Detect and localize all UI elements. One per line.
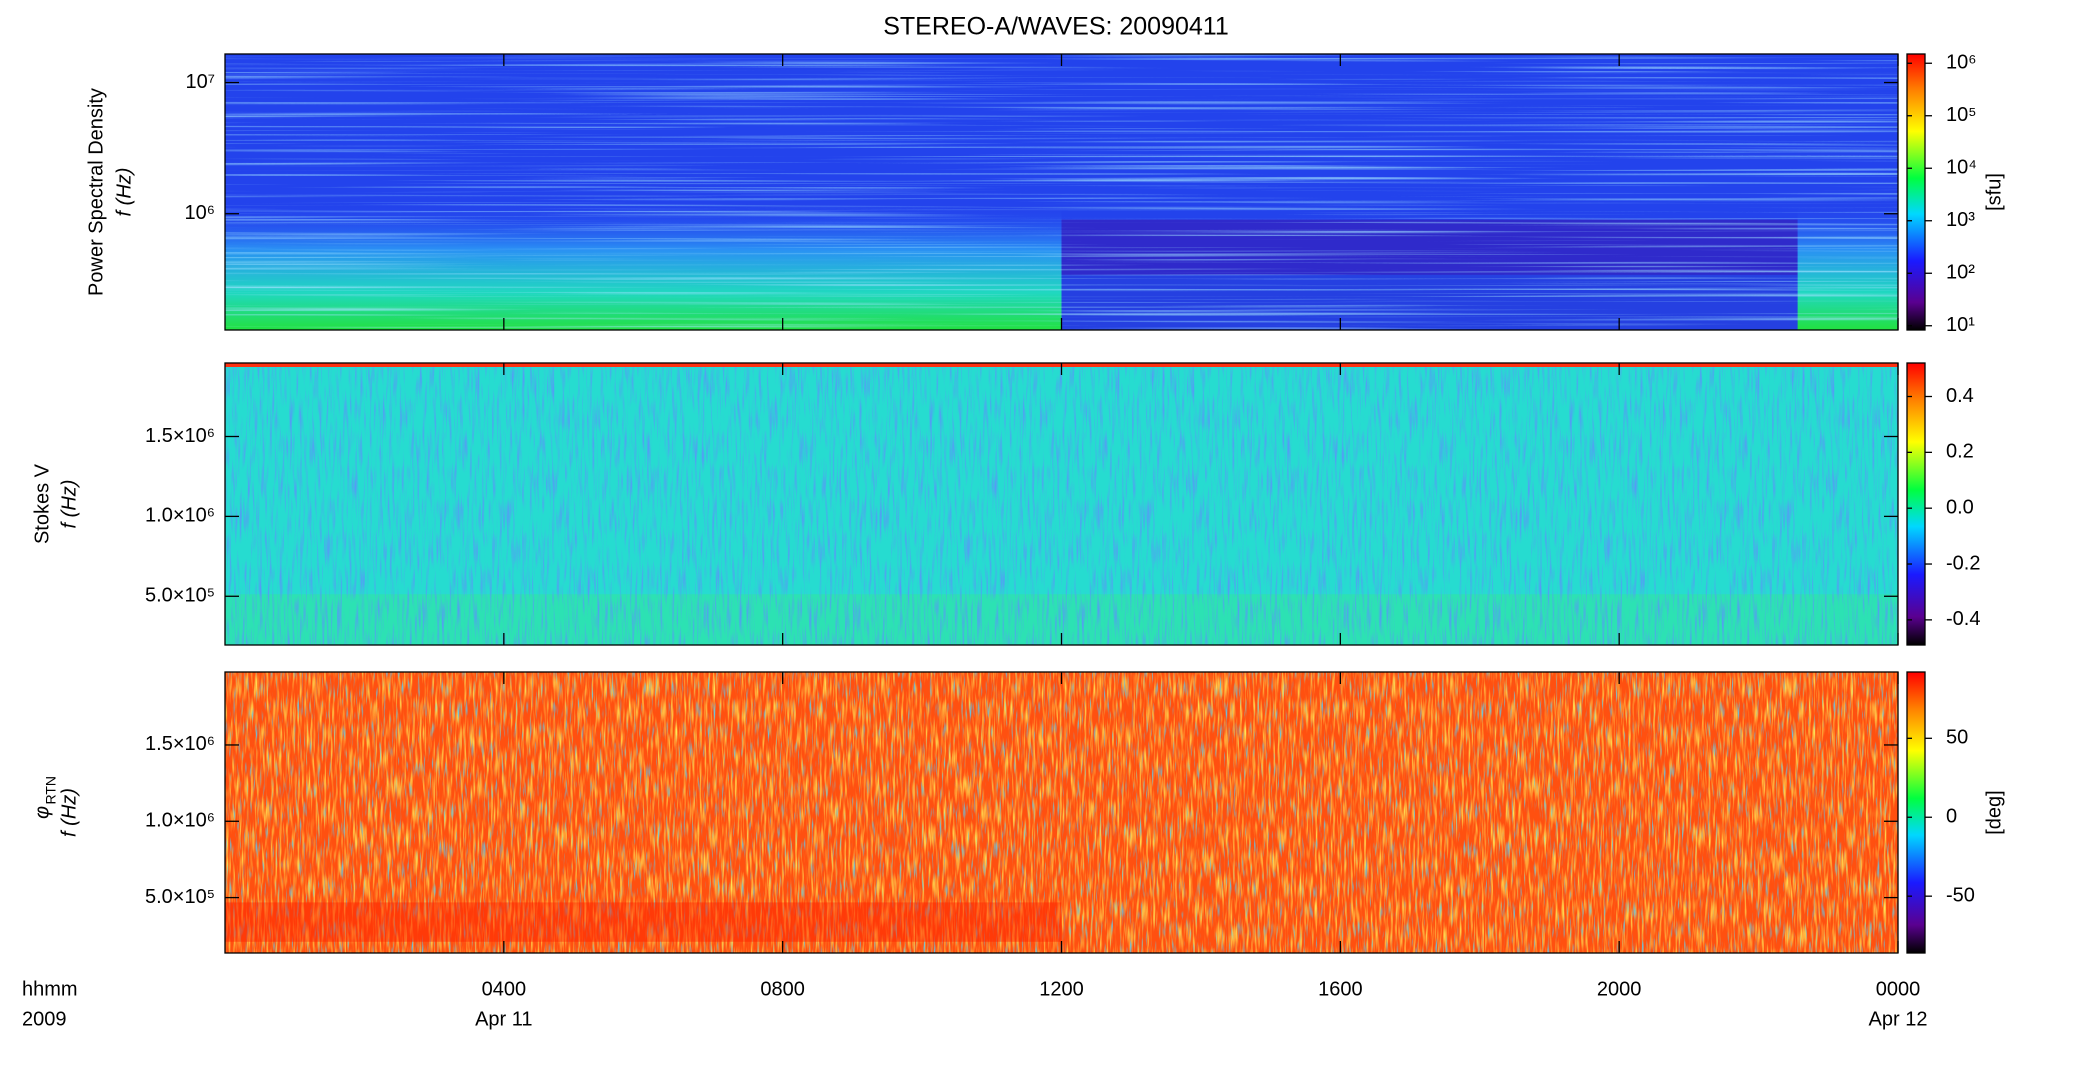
y-tick-label: 1.5×10⁶ — [145, 733, 215, 755]
colorbar-tick-label: 0.4 — [1946, 385, 1974, 407]
x-tick-label: 0000 — [1876, 978, 1921, 1000]
y-axis-label: φ — [31, 806, 53, 819]
y-tick-label: 10⁶ — [185, 202, 215, 224]
spectrogram-noise — [225, 363, 1898, 645]
y-axis-label: f (Hz) — [113, 168, 135, 217]
y-tick-label: 1.0×10⁶ — [145, 810, 215, 832]
colorbar-tick-label: 0.0 — [1946, 496, 1974, 518]
x-tick-label: 1200 — [1039, 978, 1084, 1000]
x-axis-label: 2009 — [22, 1008, 67, 1030]
x-tick-label: 1600 — [1318, 978, 1363, 1000]
y-tick-label: 5.0×10⁵ — [145, 886, 215, 908]
y-tick-label: 1.0×10⁶ — [145, 505, 215, 527]
x-date-label: Apr 11 — [475, 1008, 532, 1030]
y-axis-label-subscript: RTN — [43, 776, 59, 805]
colorbar-label: [sfu] — [1983, 173, 2005, 211]
colorbar-tick-label: -0.2 — [1946, 552, 1980, 574]
chart-title: STEREO-A/WAVES: 20090411 — [883, 13, 1229, 41]
colorbar-tick-label: 10⁵ — [1946, 104, 1977, 126]
colorbar-tick-label: 10⁴ — [1946, 157, 1977, 179]
colorbar — [1906, 53, 1926, 331]
spectrogram-image — [225, 54, 1898, 330]
x-tick-label: 0400 — [482, 978, 527, 1000]
colorbar-tick-label: 0.2 — [1946, 441, 1974, 463]
spectrogram-noise — [225, 672, 1898, 953]
x-tick-label: 0800 — [760, 978, 805, 1000]
colorbar-label: [deg] — [1983, 790, 2005, 834]
colorbar-tick-label: -50 — [1946, 884, 1975, 906]
colorbar-tick-label: 10¹ — [1946, 314, 1975, 336]
spectrogram-region — [225, 902, 1062, 942]
colorbar — [1906, 671, 1926, 954]
y-axis-label: f (Hz) — [58, 788, 80, 837]
y-axis-label: Stokes V — [31, 463, 53, 544]
colorbar-tick-label: 10³ — [1946, 209, 1975, 231]
spectrogram-noise — [225, 54, 1898, 330]
y-tick-label: 10⁷ — [186, 71, 215, 93]
y-axis-label: f (Hz) — [58, 480, 80, 529]
colorbar-tick-label: 50 — [1946, 727, 1968, 749]
y-axis-label: Power Spectral Density — [85, 88, 107, 296]
colorbar-tick-label: 10² — [1946, 262, 1975, 284]
x-tick-label: 2000 — [1597, 978, 1642, 1000]
x-axis-label: hhmm — [22, 978, 78, 1000]
x-date-label: Apr 12 — [1869, 1008, 1928, 1030]
colorbar-tick-label: 0 — [1946, 806, 1957, 828]
spectrogram-image — [225, 672, 1898, 953]
colorbar-tick-label: 10⁶ — [1946, 52, 1976, 74]
y-tick-label: 1.5×10⁶ — [145, 425, 215, 447]
spectrogram-image — [225, 363, 1898, 645]
y-tick-label: 5.0×10⁵ — [145, 585, 215, 607]
colorbar-tick-label: -0.4 — [1946, 608, 1980, 630]
colorbar — [1906, 362, 1926, 646]
